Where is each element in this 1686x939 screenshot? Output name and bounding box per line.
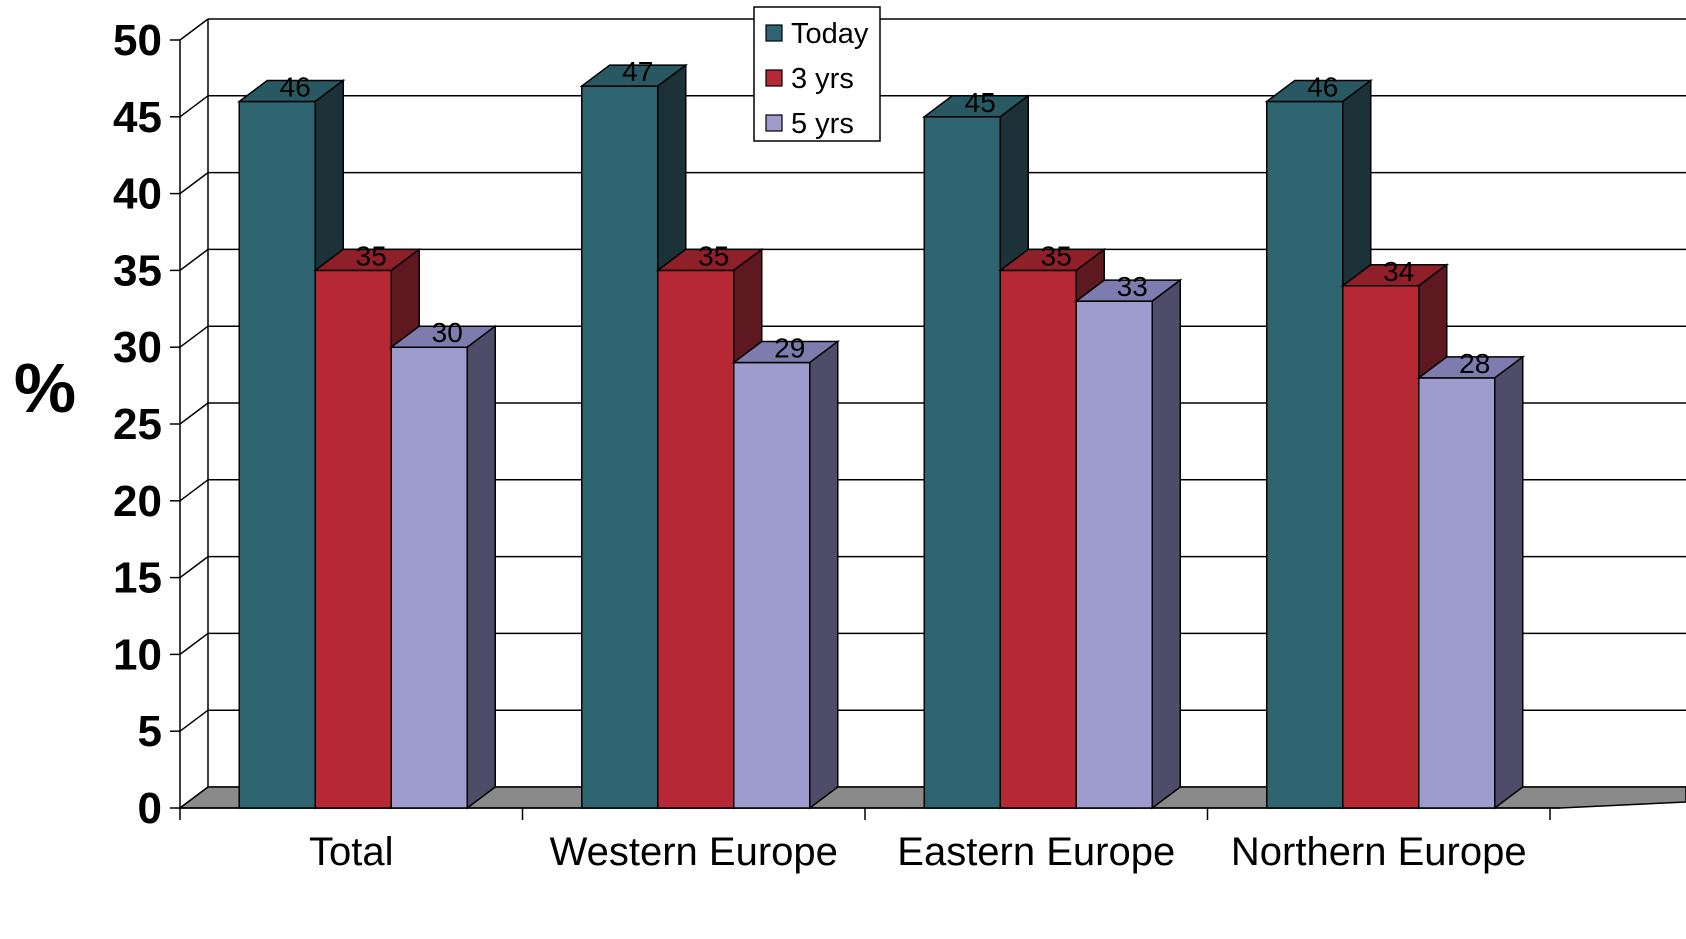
gridline-diagonal <box>179 172 209 195</box>
bar-front <box>581 85 659 809</box>
y-tick-label: 30 <box>113 323 162 372</box>
legend: Today 3 yrs 5 yrs <box>753 6 881 142</box>
legend-swatch <box>765 24 783 42</box>
bar <box>1074 278 1183 810</box>
y-tick-label: 10 <box>113 630 162 679</box>
data-labels: 46 35 30 47 35 29 45 35 33 46 34 28 <box>280 56 1491 379</box>
y-tick-label: 25 <box>113 400 162 449</box>
bar-side <box>466 324 496 810</box>
gridline-diagonal <box>179 709 209 732</box>
gridline-diagonal <box>179 18 209 41</box>
data-label: 29 <box>774 333 805 364</box>
x-tick-label: Total <box>309 830 394 874</box>
gridline-diagonal <box>179 248 209 271</box>
data-label: 46 <box>280 71 311 102</box>
bar-side <box>1151 278 1181 810</box>
y-tick-label: 5 <box>138 707 162 756</box>
x-tick-label: Eastern Europe <box>897 830 1175 874</box>
bars <box>237 63 1525 810</box>
x-tick-label: Northern Europe <box>1231 830 1527 874</box>
legend-label: 3 yrs <box>791 63 854 95</box>
bar-front <box>390 346 468 809</box>
bar-front <box>1418 377 1496 809</box>
bar-front <box>923 116 1001 809</box>
y-tick-label: 20 <box>113 477 162 526</box>
y-tick-label: 50 <box>113 16 162 65</box>
gridline-diagonal <box>179 95 209 118</box>
data-label: 35 <box>1041 240 1072 271</box>
y-tick-label: 15 <box>113 554 162 603</box>
bar-front <box>733 361 811 809</box>
data-label: 46 <box>1307 71 1338 102</box>
bar-side <box>1494 355 1524 810</box>
data-label: 30 <box>432 317 463 348</box>
bar-front <box>999 269 1077 809</box>
bar <box>389 324 498 810</box>
gridline-diagonal <box>179 402 209 425</box>
y-tick-label: 0 <box>138 784 162 833</box>
gridline-diagonal <box>179 555 209 579</box>
data-label: 45 <box>965 87 996 118</box>
legend-label: Today <box>791 18 869 50</box>
gridline-diagonal <box>179 325 209 348</box>
data-label: 35 <box>356 240 387 271</box>
data-label: 47 <box>622 56 653 87</box>
bar-side <box>809 340 839 810</box>
legend-swatch <box>765 114 783 132</box>
y-tick-label: 40 <box>113 170 162 219</box>
axes: 0 5 10 15 20 25 30 35 40 45 50 Total Western Europe E… <box>113 16 1560 874</box>
bar-front <box>314 269 392 809</box>
bar-front <box>657 269 735 809</box>
legend-swatch <box>765 69 783 87</box>
bar-front <box>1342 285 1420 809</box>
gridline-diagonal <box>179 479 209 502</box>
data-label: 35 <box>698 240 729 271</box>
legend-label: 5 yrs <box>791 108 854 140</box>
bar <box>731 340 840 810</box>
bar-front <box>1266 100 1344 809</box>
bar-front <box>1075 300 1153 809</box>
gridline-diagonal <box>179 632 209 656</box>
data-label: 34 <box>1383 256 1414 287</box>
x-tick-label: Western Europe <box>550 830 838 874</box>
y-axis-label: % <box>14 349 76 427</box>
data-label: 28 <box>1459 348 1490 379</box>
y-tick-label: 35 <box>113 246 162 295</box>
bar <box>1416 355 1525 810</box>
data-label: 33 <box>1117 271 1148 302</box>
bar-front <box>238 100 316 809</box>
y-tick-label: 45 <box>113 93 162 142</box>
